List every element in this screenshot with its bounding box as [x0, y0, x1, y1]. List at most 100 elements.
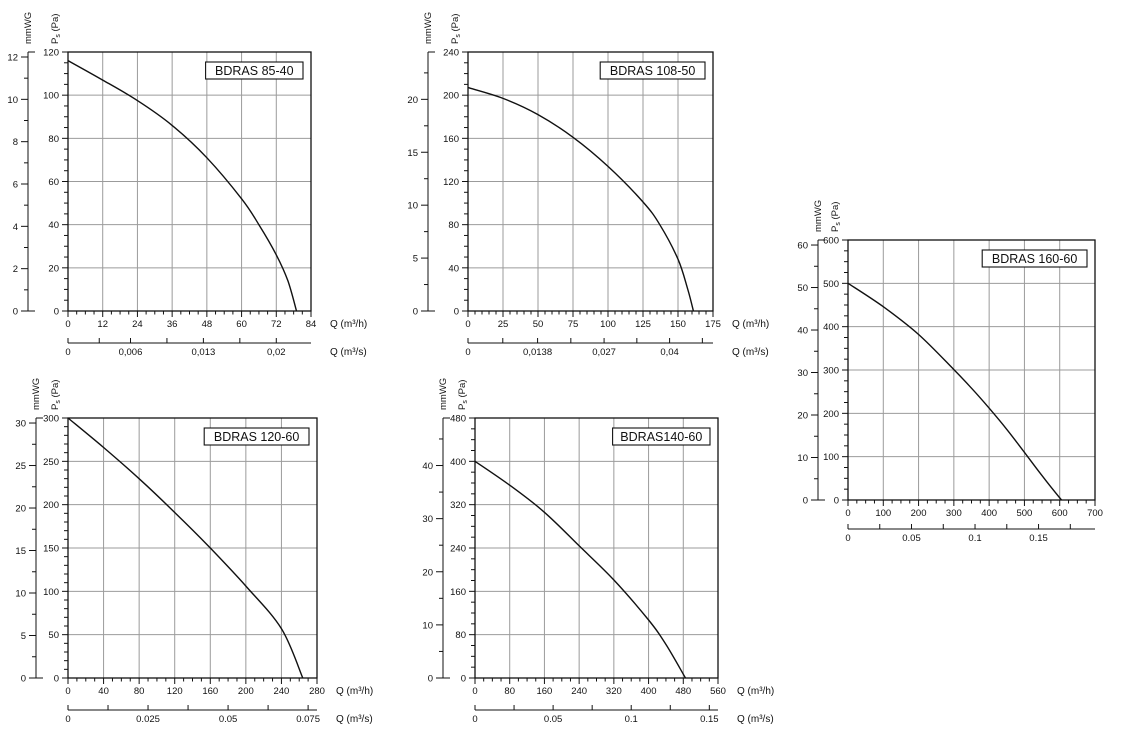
flow-tick-label: 560: [710, 686, 726, 697]
pa-axis: [469, 417, 475, 679]
pa-tick-label: 400: [450, 457, 466, 468]
flow-s-tick-label: 0: [465, 347, 470, 358]
pa-tick-label: 200: [823, 409, 839, 420]
flow-s-tick-label: 0.15: [700, 714, 719, 725]
flow-tick-label: 300: [946, 508, 962, 519]
flow-tick-label: 125: [635, 319, 651, 330]
pa-tick-label: 0: [454, 307, 459, 318]
mmwg-tick-label: 15: [15, 546, 26, 557]
flow-tick-label: 100: [600, 319, 616, 330]
flow-tick-label: 50: [533, 319, 544, 330]
pa-tick-label: 100: [43, 587, 59, 598]
pa-tick-label: 80: [48, 134, 59, 145]
flow-axis-m3s: [474, 705, 718, 711]
mmwg-tick-label: 15: [407, 148, 418, 159]
flow-s-tick-label: 0.1: [625, 714, 638, 725]
mmwg-tick-label: 4: [13, 222, 18, 233]
mmwg-tick-label: 0: [13, 307, 18, 318]
mmwg-axis: [421, 51, 435, 312]
flow-tick-label: 240: [571, 686, 587, 697]
flow-tick-label: 0: [65, 686, 70, 697]
pa-tick-label: 120: [443, 177, 459, 188]
flow-axis-m3s: [467, 338, 713, 344]
pa-tick-label: 60: [48, 177, 59, 188]
mmwg-axis-label: mmWG: [31, 378, 42, 410]
pa-tick-label: 300: [43, 414, 59, 425]
flow-s-tick-label: 0: [472, 714, 477, 725]
mmwg-axis-label: mmWG: [438, 378, 449, 410]
flow-tick-label: 60: [236, 319, 247, 330]
pa-tick-label: 0: [461, 674, 466, 685]
chart-title: BDRAS140-60: [620, 430, 702, 444]
flow-s-tick-label: 0: [845, 533, 850, 544]
pa-tick-label: 100: [43, 91, 59, 102]
pa-tick-label: 600: [823, 236, 839, 247]
flow-tick-label: 150: [670, 319, 686, 330]
flow-s-tick-label: 0,04: [660, 347, 679, 358]
mmwg-tick-label: 10: [15, 589, 26, 600]
flow-tick-label: 75: [568, 319, 579, 330]
pa-tick-label: 120: [43, 48, 59, 59]
pa-axis-label: Ps (Pa): [50, 380, 62, 410]
flow-tick-label: 48: [202, 319, 213, 330]
flow-tick-label: 120: [167, 686, 183, 697]
flow-tick-label: 320: [606, 686, 622, 697]
pa-tick-label: 160: [443, 134, 459, 145]
flow-s-tick-label: 0: [65, 714, 70, 725]
chart-title: BDRAS 108-50: [610, 64, 696, 78]
flow-unit-label-m3s: Q (m³/s): [737, 714, 774, 725]
flow-tick-label: 36: [167, 319, 178, 330]
pa-tick-label: 40: [48, 220, 59, 231]
fan-curve: [474, 460, 687, 679]
fan-curve: [467, 86, 695, 312]
pa-axis-label: Ps (Pa): [830, 202, 842, 232]
flow-tick-label: 80: [134, 686, 145, 697]
flow-tick-label: 400: [981, 508, 997, 519]
pa-tick-label: 300: [823, 366, 839, 377]
flow-tick-label: 480: [675, 686, 691, 697]
pa-tick-label: 0: [54, 307, 59, 318]
chart-title: BDRAS 85-40: [215, 64, 294, 78]
mmwg-tick-label: 0: [21, 674, 26, 685]
flow-tick-label: 84: [306, 319, 317, 330]
pa-tick-label: 100: [823, 452, 839, 463]
mmwg-axis-label: mmWG: [23, 12, 34, 44]
mmwg-axis: [29, 417, 43, 679]
gridlines: [848, 240, 1095, 500]
chart-title-box: [981, 249, 1088, 268]
flow-s-tick-label: 0,013: [191, 347, 215, 358]
gridlines: [68, 418, 317, 678]
pa-tick-label: 240: [443, 48, 459, 59]
mmwg-axis-label: mmWG: [813, 200, 824, 232]
pa-tick-label: 80: [455, 630, 466, 641]
chart-title: BDRAS 120-60: [214, 430, 300, 444]
flow-unit-label-m3h: Q (m³/h): [737, 686, 774, 697]
mmwg-tick-label: 5: [413, 254, 418, 265]
mmwg-tick-label: 0: [413, 307, 418, 318]
flow-s-tick-label: 0,006: [119, 347, 143, 358]
pa-tick-label: 150: [43, 544, 59, 555]
flow-tick-label: 240: [273, 686, 289, 697]
pa-tick-label: 480: [450, 414, 466, 425]
mmwg-tick-label: 10: [422, 620, 433, 631]
mmwg-tick-label: 0: [428, 674, 433, 685]
pa-tick-label: 20: [48, 263, 59, 274]
mmwg-tick-label: 40: [422, 461, 433, 472]
flow-tick-label: 0: [65, 319, 70, 330]
flow-tick-label: 160: [202, 686, 218, 697]
mmwg-tick-label: 8: [13, 137, 18, 148]
chart-title: BDRAS 160-60: [992, 252, 1078, 266]
chart-title-box: [205, 61, 304, 80]
flow-tick-label: 200: [911, 508, 927, 519]
flow-tick-label: 100: [875, 508, 891, 519]
pa-axis-label: Ps (Pa): [50, 14, 62, 44]
mmwg-tick-label: 6: [13, 180, 18, 191]
pa-tick-label: 80: [448, 220, 459, 231]
fan-curve: [847, 282, 1063, 501]
flow-s-tick-label: 0.025: [136, 714, 160, 725]
mmwg-tick-label: 0: [803, 496, 808, 507]
chart-title-box: [203, 427, 310, 446]
